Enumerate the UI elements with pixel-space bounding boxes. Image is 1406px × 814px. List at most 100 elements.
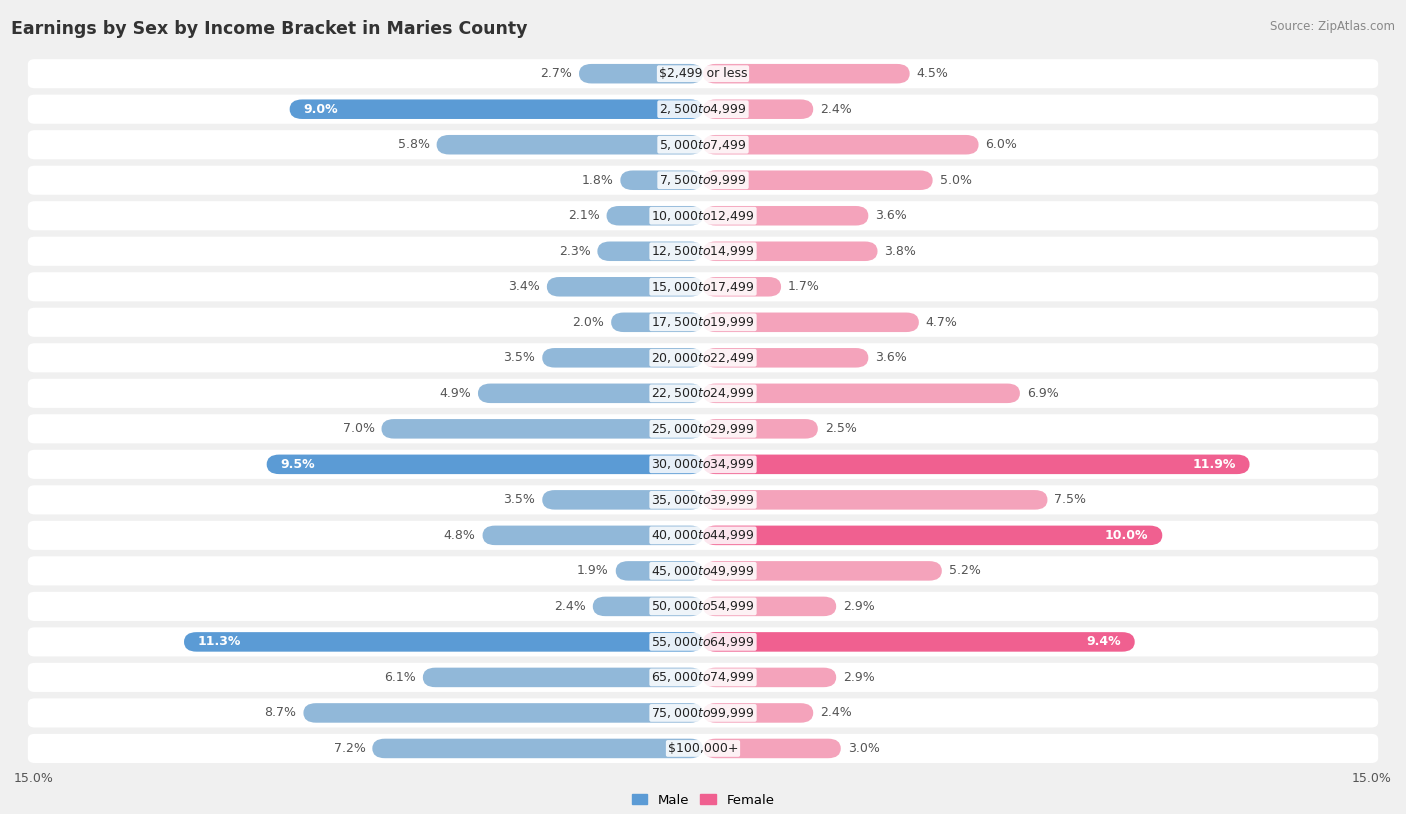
FancyBboxPatch shape bbox=[28, 521, 1378, 550]
Text: 11.3%: 11.3% bbox=[198, 636, 242, 649]
Text: 7.0%: 7.0% bbox=[343, 422, 374, 435]
FancyBboxPatch shape bbox=[543, 490, 703, 510]
Text: $2,499 or less: $2,499 or less bbox=[659, 68, 747, 81]
FancyBboxPatch shape bbox=[28, 485, 1378, 514]
Text: 2.4%: 2.4% bbox=[554, 600, 586, 613]
FancyBboxPatch shape bbox=[598, 242, 703, 261]
Text: 10.0%: 10.0% bbox=[1105, 529, 1149, 542]
Text: 2.9%: 2.9% bbox=[844, 671, 875, 684]
Text: 2.7%: 2.7% bbox=[540, 68, 572, 81]
FancyBboxPatch shape bbox=[28, 201, 1378, 230]
FancyBboxPatch shape bbox=[703, 313, 920, 332]
FancyBboxPatch shape bbox=[703, 597, 837, 616]
Text: 2.4%: 2.4% bbox=[820, 103, 852, 116]
FancyBboxPatch shape bbox=[703, 632, 1135, 652]
FancyBboxPatch shape bbox=[703, 383, 1019, 403]
FancyBboxPatch shape bbox=[304, 703, 703, 723]
FancyBboxPatch shape bbox=[703, 454, 1250, 474]
FancyBboxPatch shape bbox=[703, 242, 877, 261]
FancyBboxPatch shape bbox=[28, 556, 1378, 585]
Text: 15.0%: 15.0% bbox=[14, 772, 53, 785]
FancyBboxPatch shape bbox=[28, 414, 1378, 444]
Text: 2.0%: 2.0% bbox=[572, 316, 605, 329]
Text: 8.7%: 8.7% bbox=[264, 707, 297, 720]
FancyBboxPatch shape bbox=[703, 561, 942, 580]
Text: $7,500 to $9,999: $7,500 to $9,999 bbox=[659, 173, 747, 187]
FancyBboxPatch shape bbox=[28, 379, 1378, 408]
FancyBboxPatch shape bbox=[423, 667, 703, 687]
FancyBboxPatch shape bbox=[373, 738, 703, 758]
FancyBboxPatch shape bbox=[28, 94, 1378, 124]
FancyBboxPatch shape bbox=[703, 490, 1047, 510]
Text: $55,000 to $64,999: $55,000 to $64,999 bbox=[651, 635, 755, 649]
FancyBboxPatch shape bbox=[28, 166, 1378, 195]
Text: 6.1%: 6.1% bbox=[384, 671, 416, 684]
Text: 2.1%: 2.1% bbox=[568, 209, 599, 222]
Text: $40,000 to $44,999: $40,000 to $44,999 bbox=[651, 528, 755, 542]
FancyBboxPatch shape bbox=[620, 170, 703, 190]
FancyBboxPatch shape bbox=[703, 135, 979, 155]
Text: 2.9%: 2.9% bbox=[844, 600, 875, 613]
Text: $30,000 to $34,999: $30,000 to $34,999 bbox=[651, 457, 755, 471]
FancyBboxPatch shape bbox=[703, 703, 813, 723]
Text: 1.9%: 1.9% bbox=[576, 564, 609, 577]
Text: $20,000 to $22,499: $20,000 to $22,499 bbox=[651, 351, 755, 365]
Text: 6.9%: 6.9% bbox=[1026, 387, 1059, 400]
Text: $22,500 to $24,999: $22,500 to $24,999 bbox=[651, 387, 755, 400]
Text: 7.2%: 7.2% bbox=[333, 742, 366, 755]
FancyBboxPatch shape bbox=[703, 738, 841, 758]
Text: 5.2%: 5.2% bbox=[949, 564, 980, 577]
Text: $100,000+: $100,000+ bbox=[668, 742, 738, 755]
FancyBboxPatch shape bbox=[184, 632, 703, 652]
Text: 9.4%: 9.4% bbox=[1087, 636, 1121, 649]
Text: Earnings by Sex by Income Bracket in Maries County: Earnings by Sex by Income Bracket in Mar… bbox=[11, 20, 527, 38]
FancyBboxPatch shape bbox=[482, 526, 703, 545]
FancyBboxPatch shape bbox=[703, 526, 1163, 545]
Text: 3.6%: 3.6% bbox=[875, 352, 907, 365]
FancyBboxPatch shape bbox=[28, 592, 1378, 621]
Legend: Male, Female: Male, Female bbox=[631, 794, 775, 807]
FancyBboxPatch shape bbox=[703, 419, 818, 439]
Text: 3.4%: 3.4% bbox=[508, 280, 540, 293]
Text: 11.9%: 11.9% bbox=[1192, 457, 1236, 470]
Text: 3.5%: 3.5% bbox=[503, 352, 536, 365]
Text: 9.0%: 9.0% bbox=[304, 103, 337, 116]
FancyBboxPatch shape bbox=[28, 628, 1378, 656]
Text: 5.8%: 5.8% bbox=[398, 138, 430, 151]
FancyBboxPatch shape bbox=[28, 59, 1378, 88]
FancyBboxPatch shape bbox=[703, 277, 782, 296]
Text: $2,500 to $4,999: $2,500 to $4,999 bbox=[659, 103, 747, 116]
FancyBboxPatch shape bbox=[703, 64, 910, 84]
FancyBboxPatch shape bbox=[437, 135, 703, 155]
Text: Source: ZipAtlas.com: Source: ZipAtlas.com bbox=[1270, 20, 1395, 33]
FancyBboxPatch shape bbox=[28, 272, 1378, 301]
FancyBboxPatch shape bbox=[28, 130, 1378, 160]
Text: $10,000 to $12,499: $10,000 to $12,499 bbox=[651, 208, 755, 223]
Text: $5,000 to $7,499: $5,000 to $7,499 bbox=[659, 138, 747, 151]
Text: 7.5%: 7.5% bbox=[1054, 493, 1087, 506]
FancyBboxPatch shape bbox=[543, 348, 703, 368]
FancyBboxPatch shape bbox=[28, 344, 1378, 372]
FancyBboxPatch shape bbox=[28, 734, 1378, 763]
FancyBboxPatch shape bbox=[28, 237, 1378, 266]
Text: 4.8%: 4.8% bbox=[444, 529, 475, 542]
Text: $17,500 to $19,999: $17,500 to $19,999 bbox=[651, 315, 755, 330]
Text: 1.8%: 1.8% bbox=[582, 173, 613, 186]
Text: 6.0%: 6.0% bbox=[986, 138, 1018, 151]
Text: 2.5%: 2.5% bbox=[825, 422, 856, 435]
FancyBboxPatch shape bbox=[593, 597, 703, 616]
Text: 3.8%: 3.8% bbox=[884, 245, 917, 258]
FancyBboxPatch shape bbox=[703, 348, 869, 368]
Text: 4.9%: 4.9% bbox=[439, 387, 471, 400]
Text: 2.3%: 2.3% bbox=[558, 245, 591, 258]
FancyBboxPatch shape bbox=[703, 206, 869, 225]
FancyBboxPatch shape bbox=[381, 419, 703, 439]
Text: 4.7%: 4.7% bbox=[925, 316, 957, 329]
FancyBboxPatch shape bbox=[606, 206, 703, 225]
Text: 3.0%: 3.0% bbox=[848, 742, 880, 755]
FancyBboxPatch shape bbox=[703, 667, 837, 687]
FancyBboxPatch shape bbox=[478, 383, 703, 403]
Text: $75,000 to $99,999: $75,000 to $99,999 bbox=[651, 706, 755, 720]
Text: 9.5%: 9.5% bbox=[280, 457, 315, 470]
FancyBboxPatch shape bbox=[579, 64, 703, 84]
